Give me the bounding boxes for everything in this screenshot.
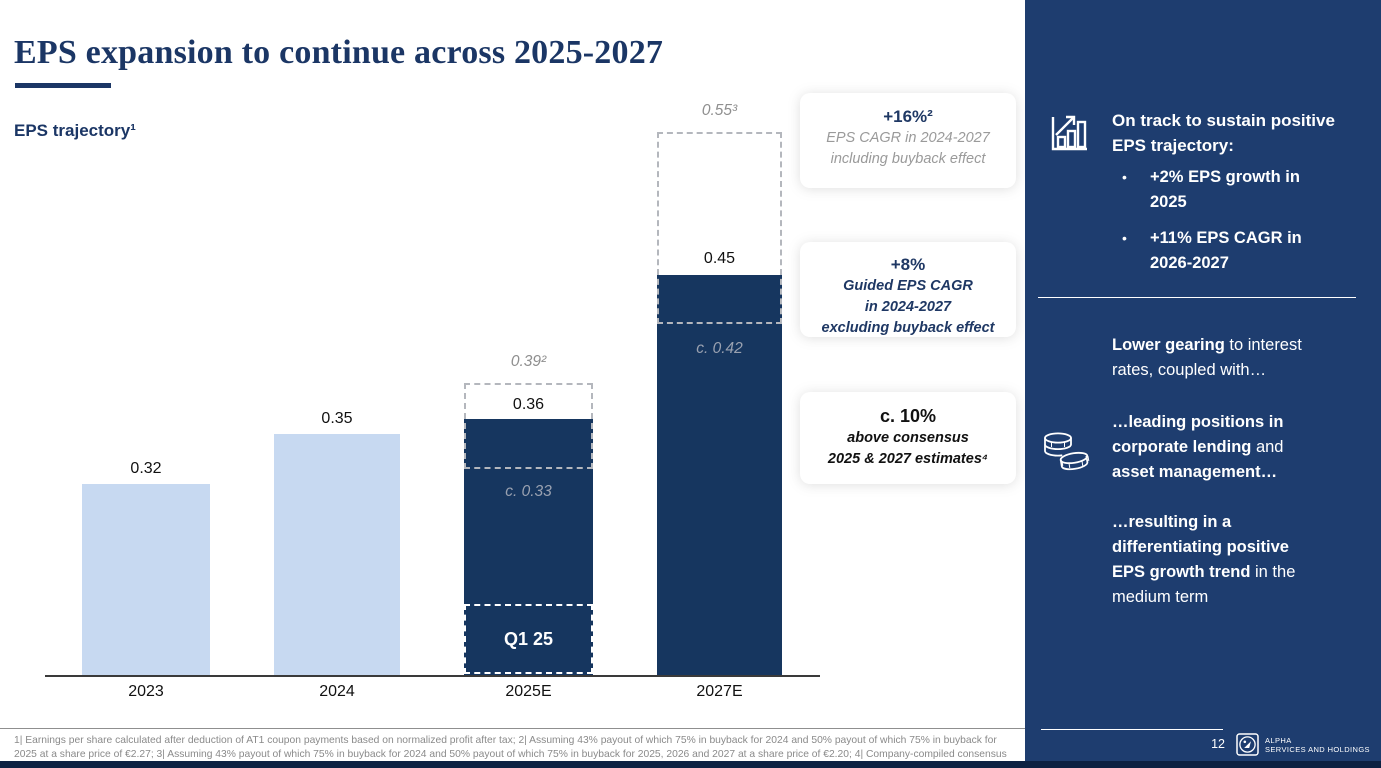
page-title: EPS expansion to continue across 2025-20… <box>14 34 664 71</box>
sidebar: On track to sustain positive EPS traject… <box>1025 0 1381 768</box>
chart-title: EPS trajectory¹ <box>14 121 136 140</box>
bar-value-label-2025e: 0.36 <box>512 396 545 413</box>
bar-2027e-incl-buyback-label: 0.55³ <box>701 102 738 119</box>
callout-headline: +8% <box>890 255 926 274</box>
bar-2025e-buyback-dashed-box <box>464 383 593 469</box>
q1-marker-label: Q1 25 <box>503 628 554 649</box>
sidebar-paragraph-bold: …leading positions in corporate lending <box>1112 413 1284 456</box>
sidebar-paragraph-text: in the medium term <box>1112 563 1296 606</box>
callout-headline: +16%² <box>883 107 933 126</box>
bar-2025e <box>464 419 593 675</box>
title-underline <box>15 83 111 88</box>
footnote-line-2: 2025 at a share price of €2.27; 3| Assum… <box>14 748 1007 760</box>
x-axis-line <box>45 675 820 677</box>
sidebar-paragraph-bold: asset management… <box>1112 463 1278 481</box>
footnote-text: 1| Earnings per share calculated after d… <box>14 734 1022 761</box>
sidebar-paragraph-bold: …resulting in a differentiating positive… <box>1112 513 1289 581</box>
bar-chart-growth-icon <box>1046 110 1092 161</box>
callout-eps-cagr-incl-buyback: +16%² EPS CAGR in 2024-2027 including bu… <box>800 93 1016 188</box>
bar-2025e-incl-buyback-label: 0.39² <box>510 353 547 370</box>
bar-value-label-2027e: 0.45 <box>703 250 736 267</box>
sidebar-heading: On track to sustain positive EPS traject… <box>1112 111 1335 155</box>
callout-headline: c. 10% <box>879 406 937 426</box>
callout-line: excluding buyback effect <box>821 320 995 336</box>
sidebar-paragraph-bold: Lower gearing <box>1112 336 1225 354</box>
x-axis-label-2023: 2023 <box>128 683 164 700</box>
bar-2025e-q1-marker: Q1 25 <box>464 604 593 674</box>
sidebar-bullet: • +11% EPS CAGR in 2026-2027 <box>1112 226 1330 276</box>
page-number: 12 <box>1211 737 1225 751</box>
footnote-separator <box>0 728 1025 729</box>
sidebar-bullet-text: +2% EPS growth in 2025 <box>1150 168 1300 211</box>
callout-line: Guided EPS CAGR <box>843 278 973 294</box>
bar-2025e-excl-buyback-label: c. 0.33 <box>505 483 552 500</box>
bar-2027e <box>657 275 782 675</box>
bottom-border-strip <box>0 761 1381 768</box>
sidebar-paragraph-text: to interest rates, coupled with… <box>1112 336 1302 379</box>
sidebar-bullet: • +2% EPS growth in 2025 <box>1112 165 1330 215</box>
bar-2024 <box>274 434 400 675</box>
alpha-logo-line2: SERVICES AND HOLDINGS <box>1265 745 1370 754</box>
callout-line: including buyback effect <box>830 151 986 167</box>
alpha-logo-icon <box>1236 733 1259 756</box>
alpha-logo-line1: ALPHA <box>1265 736 1292 745</box>
footnote-line-1: 1| Earnings per share calculated after d… <box>14 735 997 746</box>
bar-2027e-buyback-dashed-box <box>657 132 782 324</box>
sidebar-paragraph-eps-growth-trend: …resulting in a differentiating positive… <box>1112 510 1317 610</box>
bar-value-label-2023: 0.32 <box>130 460 162 477</box>
sidebar-paragraph-text: and <box>1251 438 1284 456</box>
alpha-logo-text: ALPHA SERVICES AND HOLDINGS <box>1265 733 1370 754</box>
x-axis-label-2027e: 2027E <box>696 683 743 700</box>
callout-above-consensus: c. 10% above consensus 2025 & 2027 estim… <box>800 392 1016 484</box>
bullet-dot: • <box>1122 230 1127 246</box>
callout-line: EPS CAGR in 2024-2027 <box>826 130 990 146</box>
callout-line: 2025 & 2027 estimates⁴ <box>827 451 989 467</box>
sidebar-paragraph-lower-gearing: Lower gearing to interest rates, coupled… <box>1112 333 1317 383</box>
sidebar-paragraph-leading-positions: …leading positions in corporate lending … <box>1112 410 1317 485</box>
x-axis-label-2024: 2024 <box>319 683 355 700</box>
x-axis-label-2025e: 2025E <box>505 683 552 700</box>
callout-guided-eps-cagr: +8% Guided EPS CAGR in 2024-2027 excludi… <box>800 242 1016 337</box>
alpha-logo: ALPHA SERVICES AND HOLDINGS <box>1236 733 1370 756</box>
bullet-dot: • <box>1122 169 1127 185</box>
bar-2027e-excl-buyback-label: c. 0.42 <box>696 340 743 357</box>
bar-2023 <box>82 484 210 675</box>
footer-divider-line <box>1041 729 1223 730</box>
sidebar-bullet-text: +11% EPS CAGR in 2026-2027 <box>1150 229 1302 272</box>
bar-value-label-2024: 0.35 <box>321 410 353 427</box>
callout-line: in 2024-2027 <box>864 299 952 315</box>
coins-stack-icon <box>1041 430 1093 481</box>
callout-line: above consensus <box>847 430 969 446</box>
sidebar-bullet-list: • +2% EPS growth in 2025 • +11% EPS CAGR… <box>1112 165 1327 287</box>
sidebar-divider <box>1038 297 1356 298</box>
